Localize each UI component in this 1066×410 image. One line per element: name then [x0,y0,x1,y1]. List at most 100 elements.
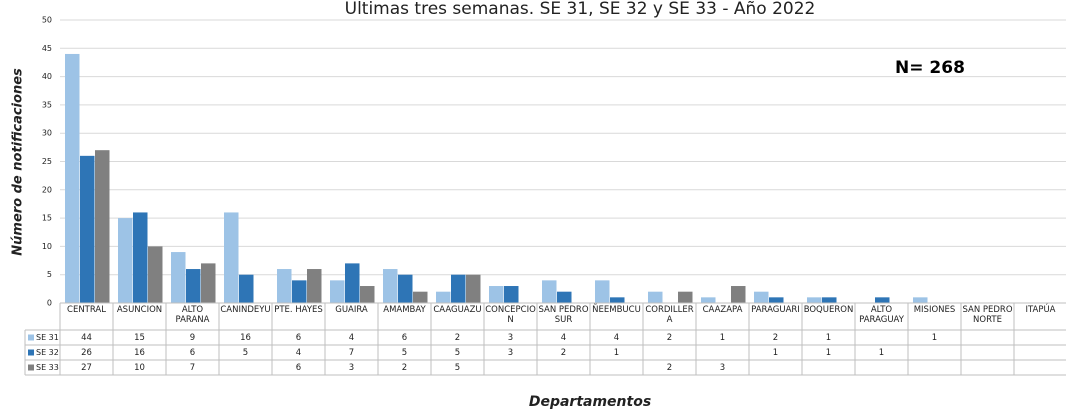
x-tick-label: MISIONES [913,305,956,315]
bar [754,291,769,303]
bar [330,280,345,303]
table-value: 7 [349,348,354,358]
y-tick-label: 50 [42,16,52,25]
category-cell: ALTO PARAGUAY [859,305,904,325]
category-cell: MISIONES [913,305,956,315]
chart-title: Ultimas tres semanas. SE 31, SE 32 y SE … [345,0,816,19]
x-tick-label: ALTO PARAGUAY [859,305,904,325]
annotation: N= 268 [895,58,965,78]
bar [133,212,148,303]
legend-label: SE 31 [36,333,59,342]
category-cell: CAAZAPA [703,305,743,315]
bar [489,286,504,303]
y-tick-label: 5 [47,270,52,279]
x-tick-label: PARAGUARI [751,305,800,315]
bar [731,286,746,303]
legend-swatch [28,349,34,356]
table-value: 27 [81,363,92,373]
bar [822,297,837,303]
table-value: 4 [561,333,566,343]
category-cell: GUAIRA [335,305,368,315]
bar [610,297,625,303]
legend-label: SE 33 [36,363,59,372]
table-value: 5 [243,348,248,358]
bar [913,297,928,303]
bar [648,291,663,303]
y-tick-label: 0 [47,299,52,308]
table-value: 4 [296,348,301,358]
table-value: 3 [508,333,513,343]
bar [807,297,822,303]
table-value: 5 [402,348,407,358]
category-cell: BOQUERON [803,305,854,315]
table-value: 7 [190,363,195,373]
table-value: 4 [614,333,619,343]
legend-swatch [28,334,34,341]
category-cell: PTE. HAYES [274,305,323,315]
y-tick-label: 10 [42,242,52,251]
category-cell: ÑEEMBUCU [592,305,641,315]
y-axis-label: Número de notificaciones [11,68,26,256]
table-value: 3 [508,348,513,358]
y-tick-label: 20 [42,185,52,194]
table-value: 1 [720,333,725,343]
table-value: 16 [134,348,145,358]
bar [292,280,307,303]
bar [701,297,716,303]
table-value: 2 [667,333,672,343]
table-value: 26 [81,348,92,358]
category-cell: ITAPÚA [1025,305,1055,315]
bar [436,291,451,303]
category-cell: CONCEPCION [485,305,536,325]
x-axis-label: Departamentos [529,394,651,410]
x-tick-label: ÑEEMBUCU [592,305,641,315]
bar [413,291,428,303]
category-cell: ASUNCION [117,305,162,315]
table-value: 10 [134,363,145,373]
bar [201,263,216,303]
x-tick-label: BOQUERON [803,305,854,315]
bar [595,280,610,303]
category-cell: CORDILLERA [645,305,694,325]
table-value: 16 [240,333,251,343]
table-value: 3 [720,363,725,373]
y-tick-label: 40 [42,72,52,81]
bar [277,269,292,303]
table-value: 1 [614,348,619,358]
bar [557,291,572,303]
bar [451,274,466,303]
bar [466,274,481,303]
table-value: 1 [826,348,831,358]
table-value: 1 [879,348,884,358]
bar [504,286,519,303]
table-value: 3 [349,363,354,373]
table-value: 1 [932,333,937,343]
y-tick-label: 15 [42,214,52,223]
x-tick-label: CANINDEYU [220,305,271,315]
category-cell: CANINDEYU [220,305,271,315]
bar [542,280,557,303]
category-cell: AMAMBAY [383,305,426,315]
bar [345,263,360,303]
table-value: 6 [190,348,195,358]
table-value: 5 [455,348,460,358]
x-tick-label: AMAMBAY [383,305,426,315]
x-tick-label: CORDILLERA [645,305,694,325]
legend-label: SE 32 [36,348,59,357]
bar [171,252,186,303]
table-value: 44 [81,333,92,343]
category-cell: ALTO PARANA [176,305,210,325]
x-tick-label: PTE. HAYES [274,305,323,315]
bar [239,274,254,303]
x-tick-label: GUAIRA [335,305,368,315]
bar [95,150,110,303]
y-tick-label: 45 [42,44,52,53]
bar [769,297,784,303]
category-cell: PARAGUARI [751,305,800,315]
table-value: 6 [296,363,301,373]
table-value: 1 [826,333,831,343]
table-value: 1 [773,348,778,358]
bar [875,297,890,303]
table-value: 5 [455,363,460,373]
